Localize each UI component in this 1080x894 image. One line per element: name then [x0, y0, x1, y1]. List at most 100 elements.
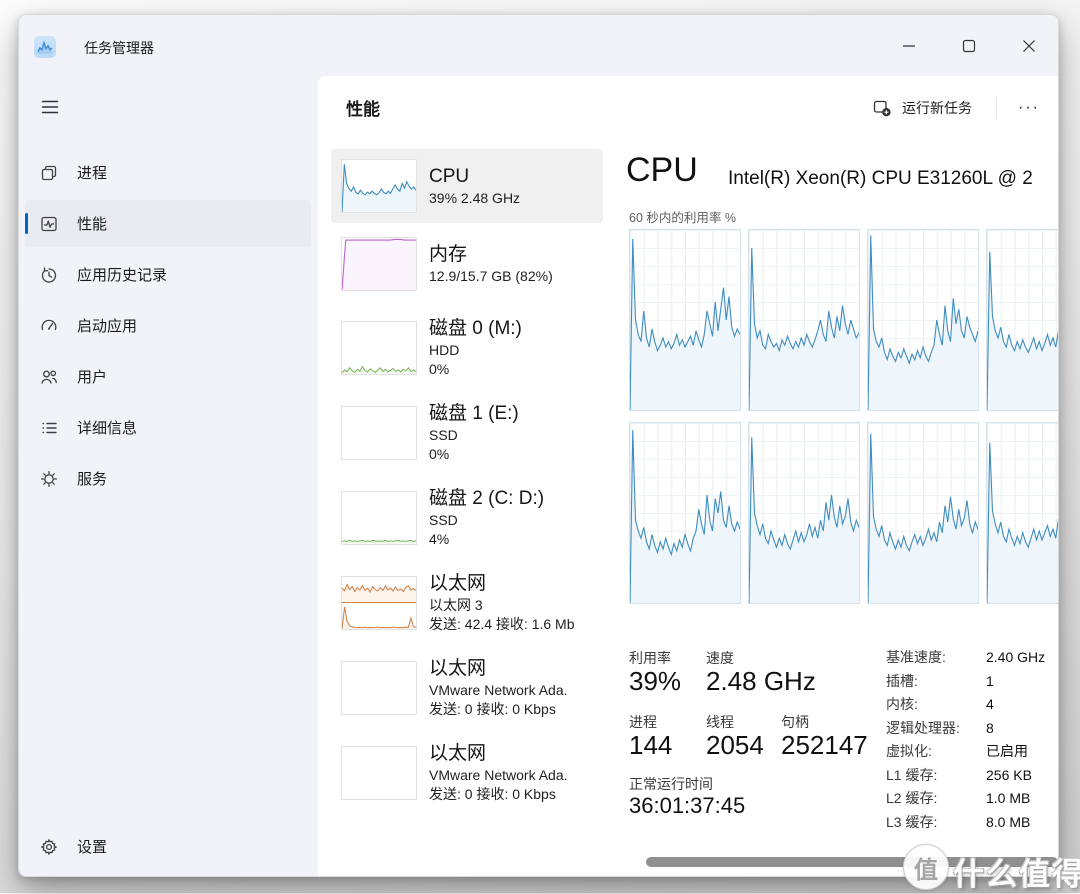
- spec-sockets: 插槽: 1: [886, 672, 994, 689]
- page-title: 性能: [346, 100, 380, 119]
- spec-base-speed: 基准速度: 2.40 GHz: [886, 649, 1046, 665]
- memory-mini-chart: [341, 237, 417, 291]
- watermark-badge: 值: [903, 844, 949, 890]
- spec-cores: 内核: 4: [886, 696, 994, 712]
- details-list-icon: [39, 418, 59, 438]
- uptime-label: 正常运行时间: [629, 776, 713, 792]
- sidebar-item-processes[interactable]: 进程: [25, 149, 311, 196]
- disk1-mini-chart: [341, 406, 417, 460]
- sidebar-item-app-history[interactable]: 应用历史记录: [25, 251, 311, 298]
- perf-item-subtitle: 39% 2.48 GHz: [429, 189, 521, 206]
- perf-item-title: 磁盘 2 (C: D:): [429, 488, 545, 509]
- perf-item-detail: 0%: [429, 361, 450, 377]
- perf-item-subtitle: HDD: [429, 342, 460, 358]
- performance-icon: [39, 214, 59, 234]
- cpu-core-chart-4: [629, 422, 741, 604]
- perf-item-title: 以太网: [429, 743, 487, 764]
- cpu-core-chart-7: [986, 422, 1058, 604]
- threads-label: 线程: [706, 714, 734, 730]
- perf-list-item-ethernet2[interactable]: 以太网 VMware Network Ada. 发送: 0 接收: 0 Kbps: [331, 646, 603, 730]
- history-icon: [39, 265, 59, 285]
- sidebar-item-label: 进程: [77, 165, 108, 182]
- window-title: 任务管理器: [84, 40, 154, 56]
- sidebar-item-label: 应用历史记录: [77, 267, 168, 284]
- spec-l2-cache: L2 缓存: 1.0 MB: [886, 790, 1031, 806]
- perf-item-subtitle: SSD: [429, 512, 458, 528]
- cpu-core-chart-2: [867, 229, 979, 411]
- utilization-label: 利用率: [629, 650, 671, 666]
- run-new-task-icon: [872, 98, 892, 118]
- perf-item-detail: 发送: 42.4 接收: 1.6 Mb: [429, 616, 575, 632]
- perf-list-item-ethernet1[interactable]: 以太网 以太网 3 发送: 42.4 接收: 1.6 Mb: [331, 561, 603, 645]
- sidebar-item-label: 性能: [77, 216, 108, 233]
- sidebar-item-label: 设置: [77, 839, 108, 856]
- detail-title: CPU: [626, 151, 698, 189]
- sidebar-item-settings[interactable]: 设置: [25, 823, 311, 870]
- disk0-mini-chart: [341, 321, 417, 375]
- spec-l3-cache: L3 缓存: 8.0 MB: [886, 813, 1031, 830]
- hamburger-menu-button[interactable]: [33, 91, 67, 123]
- disk2-mini-chart: [341, 491, 417, 545]
- task-manager-app-icon: [34, 36, 56, 58]
- spec-l1-cache: L1 缓存: 256 KB: [886, 766, 1032, 783]
- processes-icon: [39, 163, 59, 183]
- processes-label: 进程: [629, 714, 657, 730]
- handles-label: 句柄: [781, 714, 809, 730]
- cpu-core-chart-1: [748, 229, 860, 411]
- sidebar-item-services[interactable]: 服务: [25, 455, 311, 502]
- settings-gear-icon: [39, 837, 59, 857]
- perf-item-subtitle: 以太网 3: [429, 597, 483, 613]
- watermark-text: 什么值得买: [953, 857, 1080, 892]
- perf-list-item-disk2[interactable]: 磁盘 2 (C: D:) SSD 4%: [331, 476, 603, 560]
- ethernet3-mini-chart: [341, 746, 417, 800]
- perf-item-title: 以太网: [429, 573, 487, 594]
- utilization-value: 39%: [629, 666, 682, 696]
- selected-accent-bar: [25, 213, 28, 234]
- sidebar-item-startup-apps[interactable]: 启动应用: [25, 302, 311, 349]
- cpu-specs: 基准速度: 2.40 GHz 插槽: 1 内核: 4 逻辑处理器: 8 虚拟化: 已启用 …: [886, 646, 1045, 834]
- cpu-core-chart-5: [748, 422, 860, 604]
- spec-virtualization: 虚拟化: 已启用: [886, 743, 1028, 759]
- perf-item-detail: 发送: 0 接收: 0 Kbps: [429, 786, 556, 802]
- perf-item-subtitle: VMware Network Ada.: [429, 767, 568, 783]
- chart-caption: 60 秒内的利用率 %: [629, 211, 736, 225]
- sidebar-item-performance[interactable]: 性能: [25, 200, 311, 247]
- perf-item-title: 以太网: [429, 658, 487, 679]
- perf-list-item-memory[interactable]: 内存 12.9/15.7 GB (82%): [331, 231, 603, 297]
- ethernet1-mini-chart: [341, 576, 417, 630]
- task-manager-window: 任务管理器 进程 性能: [18, 14, 1059, 877]
- threads-value: 2054: [706, 730, 764, 760]
- perf-item-detail: 发送: 0 接收: 0 Kbps: [429, 701, 556, 717]
- sidebar-item-label: 服务: [77, 471, 108, 488]
- cpu-core-chart-0: [629, 229, 741, 411]
- sidebar-item-details[interactable]: 详细信息: [25, 404, 311, 451]
- handles-value: 252147: [781, 730, 868, 760]
- sidebar-item-users[interactable]: 用户: [25, 353, 311, 400]
- sidebar-item-label: 启动应用: [77, 318, 138, 335]
- startup-gauge-icon: [39, 316, 59, 336]
- perf-item-subtitle: VMware Network Ada.: [429, 682, 568, 698]
- cpu-core-chart-3: [986, 229, 1058, 411]
- perf-item-subtitle: 12.9/15.7 GB (82%): [429, 267, 553, 284]
- perf-item-title: 内存: [429, 243, 468, 265]
- header-divider: [996, 97, 997, 119]
- users-icon: [39, 367, 59, 387]
- perf-list-item-cpu[interactable]: CPU 39% 2.48 GHz: [331, 149, 603, 223]
- horizontal-scrollbar[interactable]: [646, 857, 1058, 867]
- cpu-model-name: Intel(R) Xeon(R) CPU E31260L @ 2: [728, 168, 1033, 189]
- minimize-button[interactable]: [886, 29, 932, 63]
- perf-list-item-ethernet3[interactable]: 以太网 VMware Network Ada. 发送: 0 接收: 0 Kbps: [331, 731, 603, 815]
- speed-value: 2.48 GHz: [706, 666, 816, 696]
- speed-label: 速度: [706, 650, 734, 666]
- perf-item-detail: 4%: [429, 531, 450, 547]
- perf-list-item-disk0[interactable]: 磁盘 0 (M:) HDD 0%: [331, 306, 603, 390]
- run-new-task-button[interactable]: 运行新任务: [862, 91, 982, 125]
- maximize-button[interactable]: [946, 29, 992, 63]
- close-button[interactable]: [1006, 29, 1052, 63]
- perf-list-item-disk1[interactable]: 磁盘 1 (E:) SSD 0%: [331, 391, 603, 475]
- cpu-core-chart-6: [867, 422, 979, 604]
- more-options-button[interactable]: ···: [1009, 91, 1049, 125]
- ellipsis-icon: ···: [1018, 99, 1040, 116]
- cpu-mini-chart: [341, 159, 417, 213]
